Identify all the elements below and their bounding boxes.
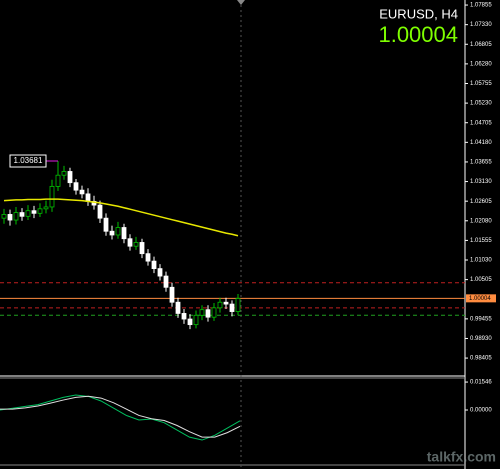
candle-body: [199, 309, 205, 316]
y-tick-label: 1.01030: [470, 258, 492, 264]
candle-body: [139, 242, 145, 255]
candle-body: [151, 260, 157, 270]
y-tick-label: 1.03130: [470, 179, 492, 185]
candle-body: [145, 253, 151, 262]
candle-body: [211, 307, 217, 318]
annotation-box: [9, 154, 47, 168]
candle-body: [1, 214, 7, 219]
candle-body: [205, 309, 211, 318]
moving-average: [3, 198, 239, 237]
candle-body: [37, 208, 43, 214]
candle-body: [193, 314, 199, 326]
candle-body: [31, 210, 37, 214]
candle-body: [79, 189, 85, 195]
symbol-title: EURUSD, H4: [379, 6, 458, 21]
annotation: 1.03681: [14, 156, 43, 165]
candle-body: [85, 193, 91, 202]
y-tick-label: 1.05755: [470, 81, 492, 87]
candle-body: [181, 313, 187, 320]
last-price: 1.00004: [378, 22, 458, 47]
y-tick-label: 1.03655: [470, 160, 492, 166]
candle-body: [19, 212, 25, 217]
y-tick-label: 1.04705: [470, 120, 492, 126]
candle-body: [67, 171, 73, 184]
y-tick-label: 1.07330: [470, 22, 492, 28]
y-tick-label: 1.06805: [470, 42, 492, 48]
candle-body: [73, 182, 79, 191]
y-tick-label: 1.00505: [470, 277, 492, 283]
candle-body: [55, 174, 61, 187]
y-tick-label: 0.98405: [470, 356, 492, 362]
candle-body: [169, 286, 175, 303]
y-tick-label: 0.98930: [470, 336, 492, 342]
candle-body: [229, 303, 235, 312]
candle-body: [133, 242, 139, 247]
candle-body: [175, 301, 181, 314]
candle-body: [163, 275, 169, 288]
y-tick-label: 0.00000: [470, 408, 492, 414]
candle-body: [61, 171, 67, 176]
oscillator-line: [0, 394, 241, 441]
price-tag-label: 1.00004: [469, 296, 491, 302]
candle-body: [157, 268, 163, 277]
y-tick-label: 1.01555: [470, 238, 492, 244]
candle-body: [187, 318, 193, 326]
y-tick-label: 1.02080: [470, 218, 492, 224]
y-tick-label: 1.05230: [470, 101, 492, 107]
candle-body: [43, 206, 49, 210]
y-tick-label: 0.99455: [470, 316, 492, 322]
y-tick-label: 1.06280: [470, 61, 492, 67]
candle-body: [103, 217, 109, 232]
candle-body: [121, 227, 127, 240]
y-tick-label: 1.04180: [470, 140, 492, 146]
price-tag: [466, 294, 496, 303]
y-tick-label: 1.07855: [470, 3, 492, 9]
candle-body: [217, 301, 223, 309]
candle-body: [97, 204, 103, 219]
candle-body: [235, 298, 241, 312]
candle-body: [25, 210, 31, 217]
candle-body: [13, 212, 19, 221]
shift-marker: [237, 0, 245, 5]
y-tick-label: 0.01546: [470, 380, 492, 386]
candle-body: [127, 238, 133, 247]
candle-body: [115, 227, 121, 236]
candle-body: [49, 186, 55, 208]
y-tick-label: 1.02605: [470, 199, 492, 205]
candle-body: [223, 301, 229, 305]
candle-body: [109, 230, 115, 236]
oscillator-line: [0, 395, 241, 438]
watermark: talkfx.com: [427, 449, 496, 465]
candle-body: [7, 214, 13, 221]
